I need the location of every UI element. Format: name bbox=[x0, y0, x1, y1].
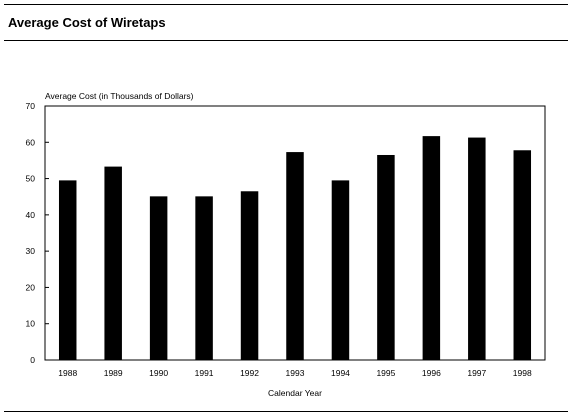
title-underline-rule bbox=[4, 40, 568, 41]
page-title: Average Cost of Wiretaps bbox=[8, 15, 166, 30]
y-tick-label: 20 bbox=[26, 282, 36, 292]
x-tick-label: 1992 bbox=[240, 368, 259, 378]
x-tick-label: 1996 bbox=[422, 368, 441, 378]
y-axis: 0 10 20 30 40 50 60 70 bbox=[26, 101, 49, 365]
bottom-rule bbox=[4, 411, 568, 412]
x-tick-label: 1988 bbox=[58, 368, 77, 378]
y-tick-label: 70 bbox=[26, 101, 36, 111]
y-tick-label: 0 bbox=[30, 355, 35, 365]
x-axis-label: Calendar Year bbox=[268, 388, 322, 398]
bar-1988 bbox=[58, 180, 77, 360]
x-tick-label: 1998 bbox=[513, 368, 532, 378]
bar-1998 bbox=[513, 150, 532, 360]
x-axis: 1988 1989 1990 1991 1992 1993 1994 1995 1996 1997… bbox=[58, 368, 532, 378]
top-rule bbox=[4, 4, 568, 5]
bar-1994 bbox=[331, 180, 350, 360]
x-tick-label: 1990 bbox=[149, 368, 168, 378]
x-tick-label: 1991 bbox=[195, 368, 214, 378]
bar-1989 bbox=[104, 166, 122, 360]
y-tick-label: 10 bbox=[26, 319, 36, 329]
bar-1997 bbox=[468, 137, 486, 360]
bar-1991 bbox=[195, 196, 213, 360]
bar-1995 bbox=[377, 154, 395, 360]
y-axis-label: Average Cost (in Thousands of Dollars) bbox=[45, 91, 194, 101]
y-tick-label: 50 bbox=[26, 174, 36, 184]
y-tick-label: 40 bbox=[26, 210, 36, 220]
x-tick-label: 1989 bbox=[104, 368, 123, 378]
x-tick-label: 1997 bbox=[467, 368, 486, 378]
x-tick-label: 1995 bbox=[376, 368, 395, 378]
bar-1996 bbox=[422, 136, 441, 360]
y-tick-label: 30 bbox=[26, 246, 36, 256]
x-tick-label: 1993 bbox=[286, 368, 305, 378]
bar-1993 bbox=[286, 152, 304, 360]
bar-series bbox=[58, 136, 532, 360]
y-tick-label: 60 bbox=[26, 137, 36, 147]
bar-1992 bbox=[240, 191, 259, 360]
bar-1990 bbox=[149, 196, 168, 360]
x-tick-label: 1994 bbox=[331, 368, 350, 378]
